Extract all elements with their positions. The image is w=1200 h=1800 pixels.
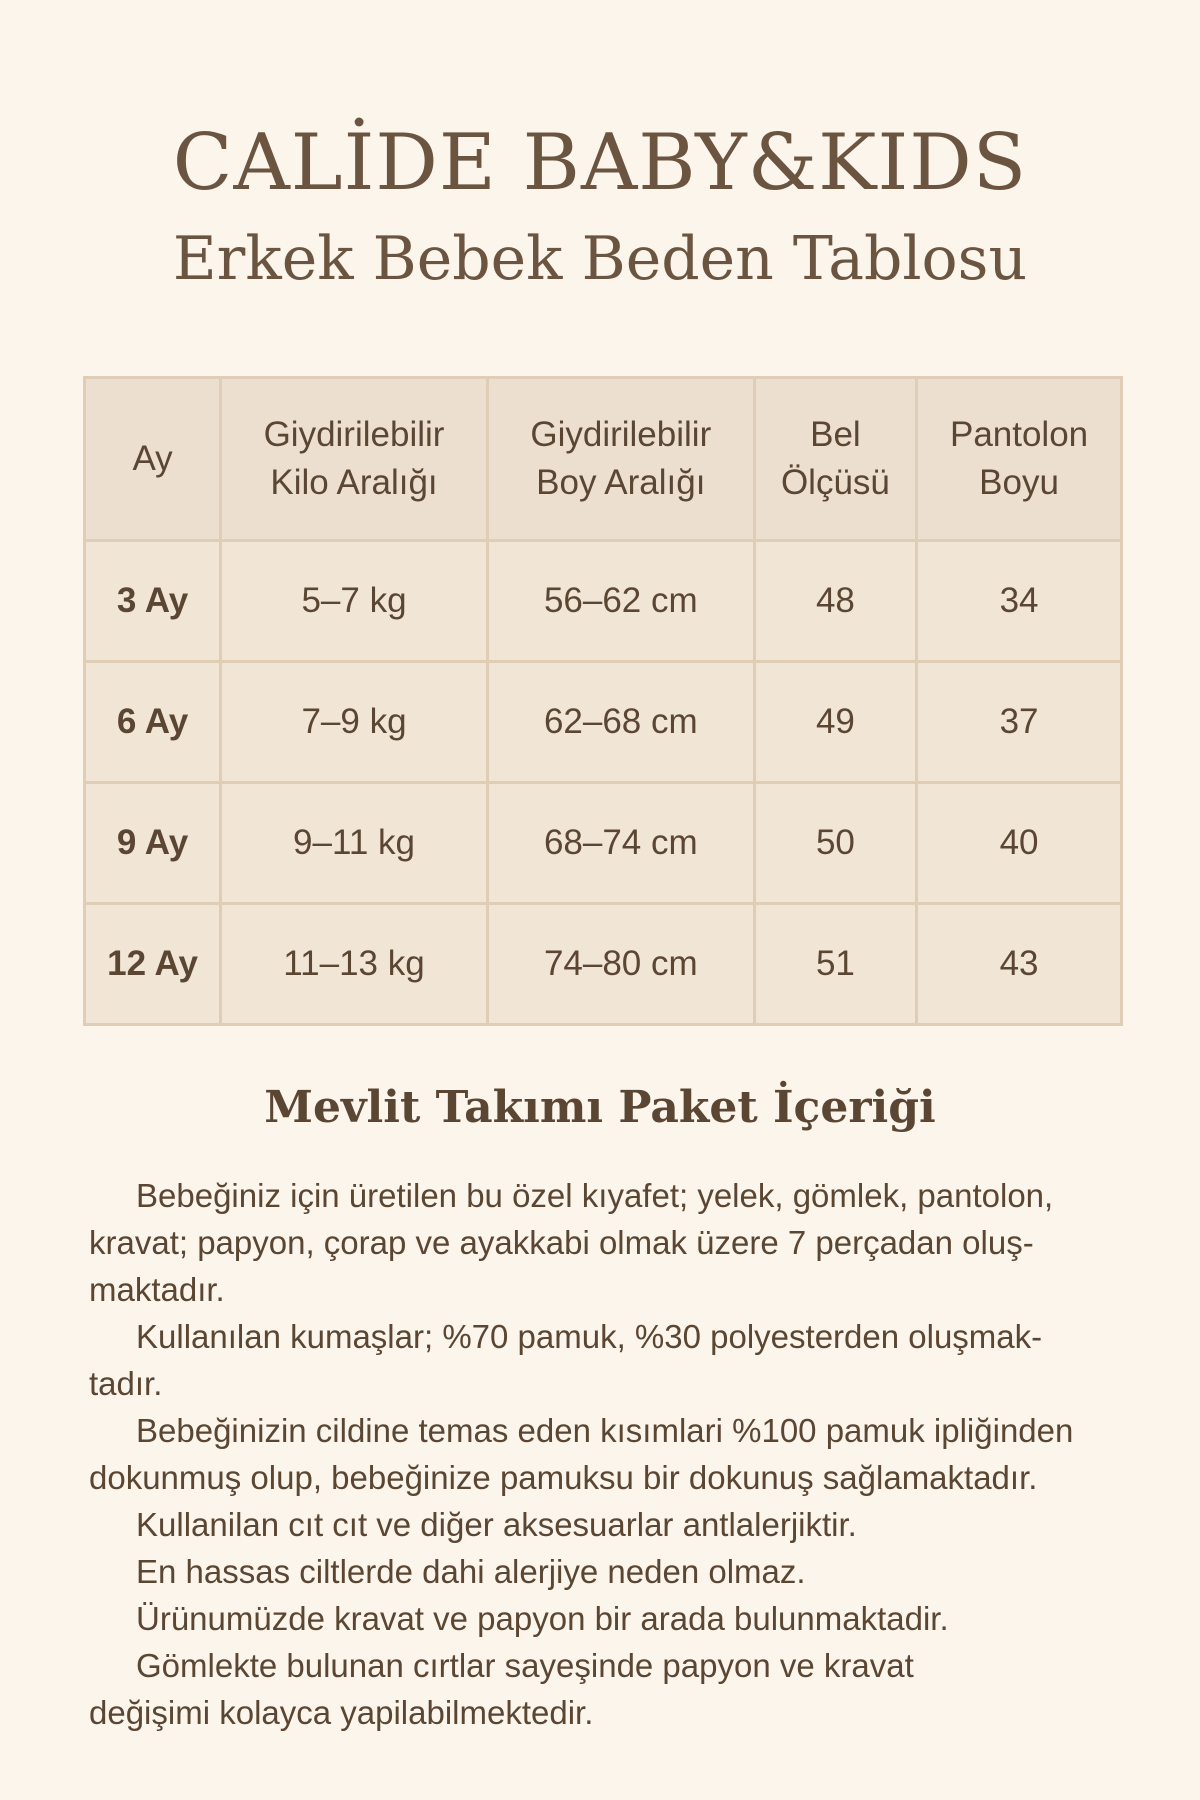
table-row: 3 Ay 5–7 kg 56–62 cm 48 34 (82, 539, 1123, 663)
table-cell: 68–74 cm (485, 781, 756, 905)
table-header-row: Ay Giydirilebilir Kilo Aralığı Giydirilebil… (82, 376, 1123, 542)
table-cell: 5–7 kg (219, 539, 489, 663)
description-line: Kullanilan cıt cıt ve diğer aksesuarlar … (136, 1506, 857, 1543)
table-row: 6 Ay 7–9 kg 62–68 cm 49 37 (82, 660, 1123, 784)
table-cell: 74–80 cm (485, 902, 756, 1026)
column-header-text: Boyu (979, 463, 1059, 502)
table-cell: 40 (915, 781, 1123, 905)
description-line: Bebeğiniz için üretilen bu özel kıyafet;… (136, 1177, 1054, 1214)
table-row: 9 Ay 9–11 kg 68–74 cm 50 40 (82, 781, 1123, 905)
table-cell: 6 Ay (82, 660, 223, 784)
table-cell: 12 Ay (82, 902, 223, 1026)
column-header: Pantolon Boyu (915, 376, 1123, 542)
column-header-text: Ölçüsü (780, 463, 890, 502)
section-heading: Mevlit Takımı Paket İçeriği (264, 1082, 936, 1133)
page-subtitle: Erkek Bebek Beden Tablosu (172, 224, 1028, 294)
table-cell: 34 (915, 539, 1123, 663)
description-line: kravat; papyon, çorap ve ayakkabi olmak … (89, 1224, 1034, 1261)
description-line: tadır. (89, 1365, 163, 1402)
column-header-text: Giydirilebilir (530, 415, 712, 454)
column-header: Bel Ölçüsü (752, 376, 919, 542)
column-header-text: Giydirilebilir (263, 415, 445, 454)
table-cell: 49 (752, 660, 919, 784)
table-row: 12 Ay 11–13 kg 74–80 cm 51 43 (82, 902, 1123, 1026)
column-header: Giydirilebilir Boy Aralığı (485, 376, 756, 542)
description-line: Bebeğinizin cildine temas eden kısımlari… (136, 1412, 1074, 1449)
table-cell: 62–68 cm (485, 660, 756, 784)
column-header: Ay (82, 376, 223, 542)
table-cell: 9–11 kg (219, 781, 489, 905)
table-cell: 48 (752, 539, 919, 663)
column-header-text: Boy Aralığı (536, 463, 706, 502)
table-cell: 3 Ay (82, 539, 223, 663)
brand-title: CALİDE BABY&KIDS (172, 118, 1028, 208)
table-cell: 7–9 kg (219, 660, 489, 784)
table-cell: 43 (915, 902, 1123, 1026)
column-header-text: Bel (810, 415, 861, 454)
package-description: Bebeğiniz için üretilen bu özel kıyafet;… (89, 1172, 1169, 1736)
table-cell: 50 (752, 781, 919, 905)
column-header-text: Ay (132, 439, 173, 478)
description-line: maktadır. (89, 1271, 225, 1308)
description-line: değişimi kolayca yapilabilmektedir. (89, 1694, 594, 1731)
description-line: Gömlekte bulunan cırtlar sayeşinde papyo… (136, 1647, 914, 1684)
table-cell: 37 (915, 660, 1123, 784)
description-line: Ürünumüzde kravat ve papyon bir arada bu… (136, 1600, 949, 1637)
description-line: En hassas ciltlerde dahi alerjiye neden … (136, 1553, 806, 1590)
column-header-text: Kilo Aralığı (270, 463, 438, 502)
table-cell: 56–62 cm (485, 539, 756, 663)
size-chart-table: Ay Giydirilebilir Kilo Aralığı Giydirilebil… (82, 376, 1123, 1026)
table-cell: 9 Ay (82, 781, 223, 905)
column-header: Giydirilebilir Kilo Aralığı (219, 376, 489, 542)
description-line: dokunmuş olup, bebeğinize pamuksu bir do… (89, 1459, 1038, 1496)
column-header-text: Pantolon (949, 415, 1089, 454)
description-line: Kullanılan kumaşlar; %70 pamuk, %30 poly… (136, 1318, 1043, 1355)
table-cell: 11–13 kg (219, 902, 489, 1026)
table-cell: 51 (752, 902, 919, 1026)
